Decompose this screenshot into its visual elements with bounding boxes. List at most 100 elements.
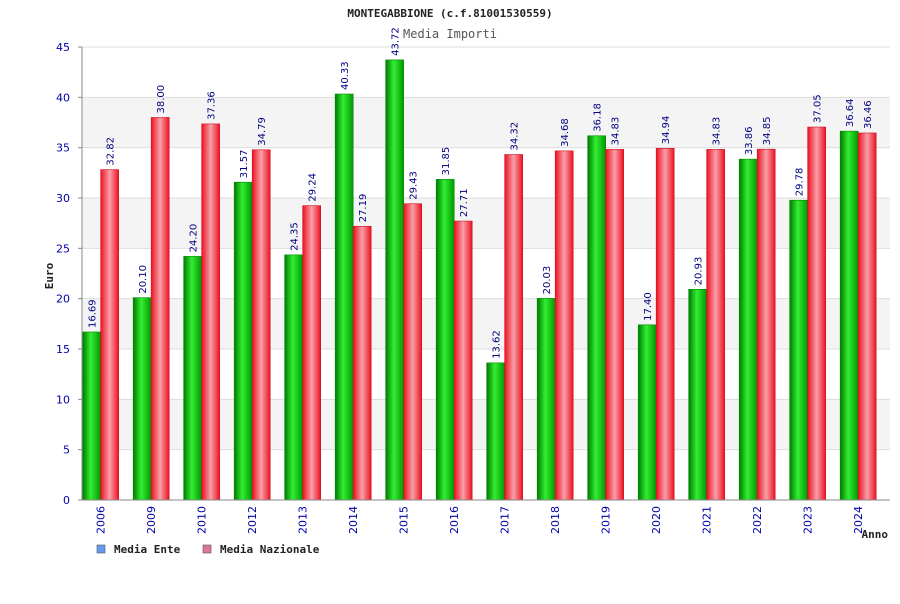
- value-label: 34.85: [762, 117, 773, 146]
- x-category-label: 2009: [145, 506, 158, 534]
- value-label: 20.03: [542, 266, 553, 295]
- bar-media-nazionale: [352, 225, 372, 501]
- bar-media-ente: [132, 297, 152, 501]
- value-label: 31.85: [441, 147, 452, 176]
- x-category-label: 2017: [499, 506, 512, 534]
- legend-label: Media Ente: [114, 543, 181, 556]
- bar-media-nazionale: [756, 148, 776, 501]
- value-label: 24.35: [290, 222, 301, 251]
- legend-label: Media Nazionale: [220, 543, 320, 556]
- bar-media-ente: [233, 181, 253, 501]
- value-label: 34.94: [661, 116, 672, 145]
- bar-media-ente: [284, 254, 303, 501]
- value-label: 34.68: [560, 118, 571, 147]
- x-category-label: 2022: [751, 506, 764, 534]
- x-category-label: 2012: [246, 506, 259, 534]
- bar-media-nazionale: [807, 126, 826, 501]
- value-label: 36.18: [593, 103, 604, 132]
- value-label: 34.83: [712, 117, 723, 146]
- value-label: 16.69: [88, 299, 99, 328]
- bar-media-ente: [183, 256, 202, 501]
- x-category-label: 2016: [448, 506, 461, 534]
- value-label: 20.93: [694, 257, 705, 286]
- chart-title: MONTEGABBIONE (c.f.81001530559): [347, 7, 552, 20]
- bar-media-ente: [82, 331, 101, 501]
- value-label: 34.32: [510, 122, 521, 151]
- y-tick-label: 5: [63, 444, 70, 457]
- x-category-label: 2013: [297, 506, 310, 534]
- y-tick-label: 35: [56, 142, 70, 155]
- value-label: 32.82: [106, 137, 117, 166]
- bar-media-nazionale: [453, 220, 473, 501]
- bar-media-ente: [789, 199, 808, 501]
- value-label: 37.36: [207, 91, 218, 120]
- value-label: 29.24: [308, 173, 319, 202]
- legend-swatch: [96, 544, 106, 554]
- y-tick-label: 0: [63, 494, 70, 507]
- y-tick-label: 15: [56, 343, 70, 356]
- bar-media-nazionale: [554, 150, 574, 501]
- x-category-label: 2020: [650, 506, 663, 534]
- value-label: 29.78: [795, 168, 806, 197]
- y-tick-label: 45: [56, 41, 70, 54]
- bar-media-nazionale: [251, 149, 271, 501]
- x-category-label: 2006: [95, 506, 108, 534]
- value-label: 43.72: [391, 27, 402, 56]
- value-label: 40.33: [340, 61, 351, 90]
- legend: Media Ente Media Nazionale: [96, 543, 320, 556]
- bar-media-ente: [385, 59, 404, 501]
- value-label: 33.86: [744, 127, 755, 156]
- value-label: 37.05: [813, 94, 824, 123]
- x-category-label: 2023: [802, 506, 815, 534]
- bar-media-ente: [839, 130, 859, 501]
- bar-media-ente: [637, 324, 657, 501]
- value-label: 13.62: [492, 330, 503, 359]
- value-label: 17.40: [643, 292, 654, 321]
- bar-media-nazionale: [706, 149, 725, 501]
- x-category-label: 2014: [347, 506, 360, 534]
- bar-media-ente: [435, 179, 455, 501]
- y-axis-ticks: 0 5 10 15 20 25 30 35 40 45: [56, 41, 82, 507]
- y-tick-label: 25: [56, 242, 70, 255]
- bar-media-nazionale: [150, 117, 170, 501]
- y-tick-label: 30: [56, 192, 70, 205]
- x-category-label: 2024: [852, 506, 865, 534]
- bar-media-ente: [486, 362, 505, 501]
- x-category-label: 2019: [600, 506, 613, 534]
- bar-media-nazionale: [201, 123, 220, 501]
- bar-media-nazionale: [302, 205, 321, 501]
- y-tick-label: 20: [56, 293, 70, 306]
- bar-media-ente: [738, 158, 758, 501]
- chart-subtitle: Media Importi: [403, 27, 497, 41]
- bar-media-nazionale: [504, 154, 523, 501]
- value-label: 31.57: [239, 150, 250, 179]
- value-label: 27.71: [459, 188, 470, 217]
- bar-media-ente: [688, 289, 707, 501]
- value-label: 36.46: [863, 100, 874, 129]
- value-label: 20.10: [138, 265, 149, 294]
- bar-media-ente: [536, 298, 556, 501]
- value-label: 27.19: [358, 194, 369, 223]
- value-labels: 16.69 32.82 20.10 38.00 24.20 37.36 31.57 34.79…: [88, 27, 875, 359]
- x-axis-title: Anno: [862, 528, 889, 541]
- x-axis-categories: 2006 2009 2010 2012 2013 2014 2015 2016 2017 2018…: [95, 506, 866, 534]
- bar-media-nazionale: [403, 203, 422, 501]
- y-tick-label: 40: [56, 91, 70, 104]
- value-label: 38.00: [156, 85, 167, 114]
- bar-media-nazionale: [857, 132, 877, 501]
- value-label: 29.43: [409, 171, 420, 200]
- x-category-label: 2018: [549, 506, 562, 534]
- x-category-label: 2021: [701, 506, 714, 534]
- value-label: 24.20: [189, 224, 200, 253]
- x-category-label: 2010: [196, 506, 209, 534]
- legend-swatch: [202, 544, 212, 554]
- value-label: 36.64: [845, 99, 856, 128]
- value-label: 34.79: [257, 117, 268, 146]
- bars: [82, 59, 877, 501]
- bar-media-ente: [587, 135, 606, 501]
- y-tick-label: 10: [56, 393, 70, 406]
- x-category-label: 2015: [398, 506, 411, 534]
- y-axis-title: Euro: [43, 262, 56, 289]
